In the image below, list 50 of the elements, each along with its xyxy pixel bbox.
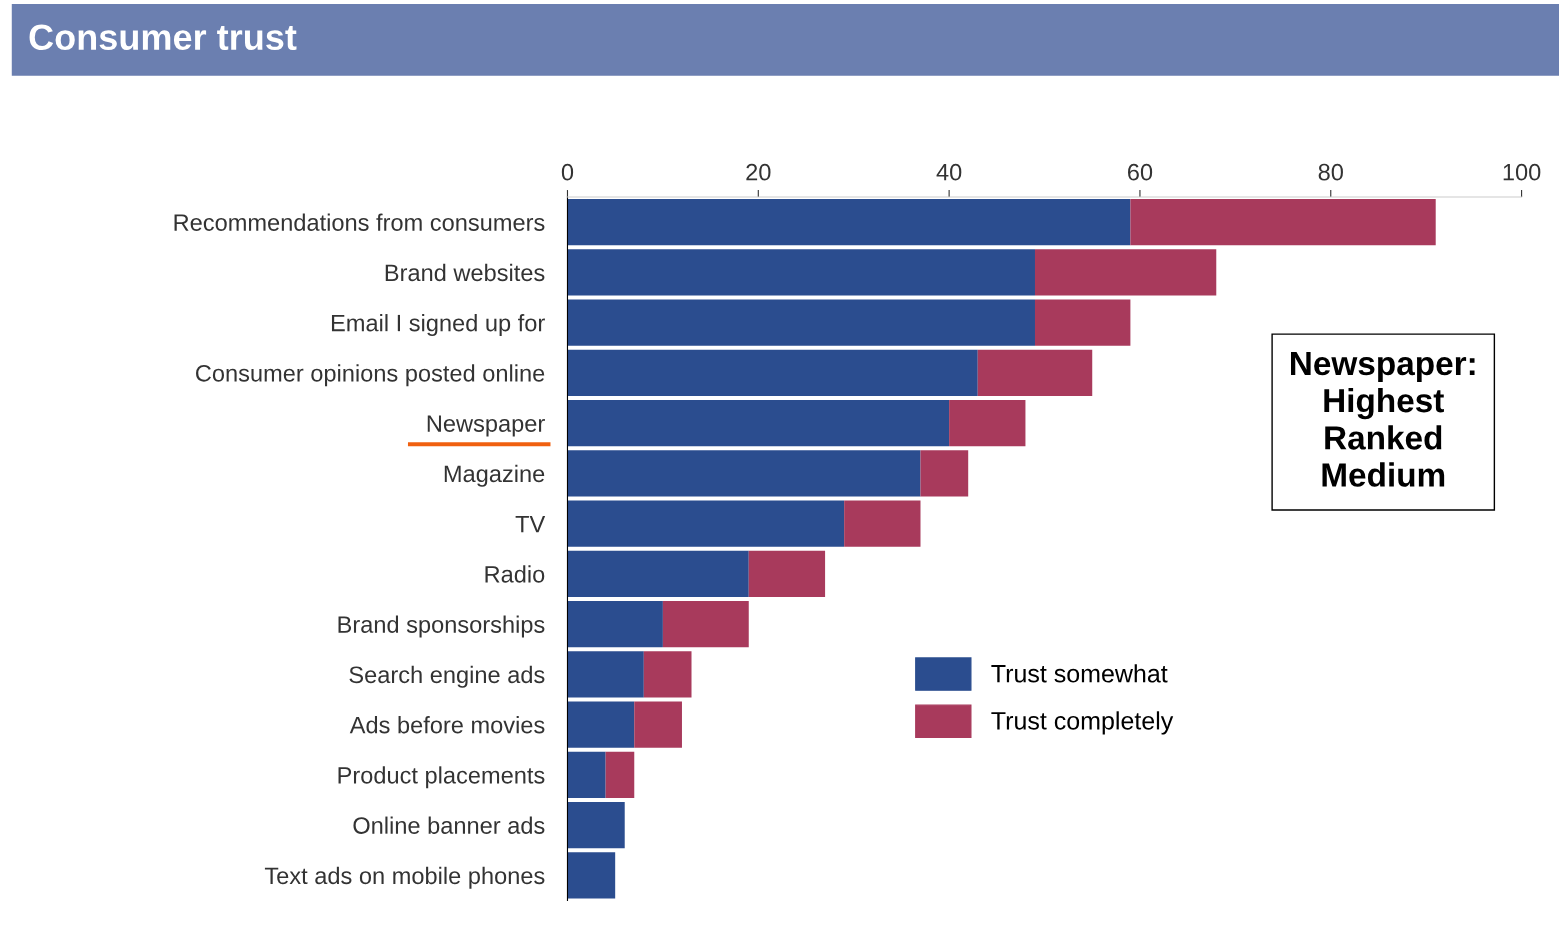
bar [567,651,644,698]
bar [567,299,1035,346]
bar [567,701,635,748]
bar [567,550,749,597]
x-tick-label: 80 [1318,163,1343,181]
y-tick-label: Product placements [338,766,545,789]
bar [605,751,635,798]
bar [567,500,845,547]
text: Consumer trust [29,24,297,51]
y-tick-label: Brand sponsorships [338,615,545,638]
bar [567,600,663,648]
bar [567,450,921,497]
bar [1034,299,1131,346]
y-tick-label: Ads before movies [349,716,545,734]
bar [567,801,625,849]
bar [634,701,682,748]
bar [567,198,1131,246]
bar [949,399,1026,447]
y-tick-label: Recommendations from consumers [174,213,545,231]
bar [920,450,969,497]
y-tick-label: Newspaper [427,415,545,437]
bar [643,651,692,698]
x-tick-label: 40 [936,163,962,181]
x-tick-label: 60 [1128,163,1153,181]
legend-label: Trust somewhat [991,664,1168,683]
annotation: Newspaper: Highest Ranked Medium [1291,352,1475,487]
bar [1130,198,1436,246]
bar [567,852,616,899]
bar [567,751,606,798]
y-tick-label: TV [515,515,546,533]
y-tick-label: Magazine [444,464,545,487]
x-tick-label: 100 [1503,163,1541,181]
y-tick-label: Search engine ads [349,665,545,688]
x-tick-label: 20 [746,163,771,181]
bar [567,349,978,396]
y-tick-label: Brand websites [385,263,545,282]
legend-label: Trust completely [991,711,1174,735]
bar [662,600,749,648]
y-tick-label: Email I signed up for [331,314,545,337]
bar [977,349,1093,396]
bar [1034,249,1217,296]
bar [844,500,921,547]
x-tick-label: 0 [561,163,574,181]
y-tick-label: Radio [485,565,545,583]
bar [567,249,1035,296]
y-tick-label: Consumer opinions posted online [196,364,545,387]
y-tick-label: Online banner ads [353,816,545,834]
bar [748,550,826,597]
y-tick-label: Text ads on mobile phones [264,866,545,889]
bar [567,399,950,447]
